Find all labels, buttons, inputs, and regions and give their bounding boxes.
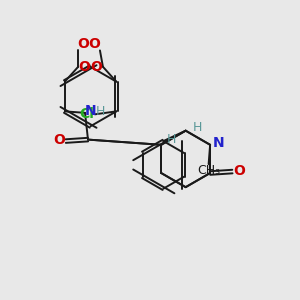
Text: Cl: Cl: [79, 107, 94, 121]
Text: O: O: [233, 164, 245, 178]
Text: O: O: [78, 60, 90, 74]
Text: N: N: [213, 136, 224, 150]
Text: O: O: [89, 37, 100, 51]
Text: O: O: [90, 60, 102, 74]
Text: H: H: [167, 133, 176, 146]
Text: CH₃: CH₃: [198, 164, 221, 177]
Text: O: O: [78, 37, 89, 51]
Text: N: N: [85, 104, 97, 118]
Text: H: H: [96, 105, 105, 118]
Text: O: O: [53, 133, 65, 147]
Text: H: H: [193, 121, 202, 134]
